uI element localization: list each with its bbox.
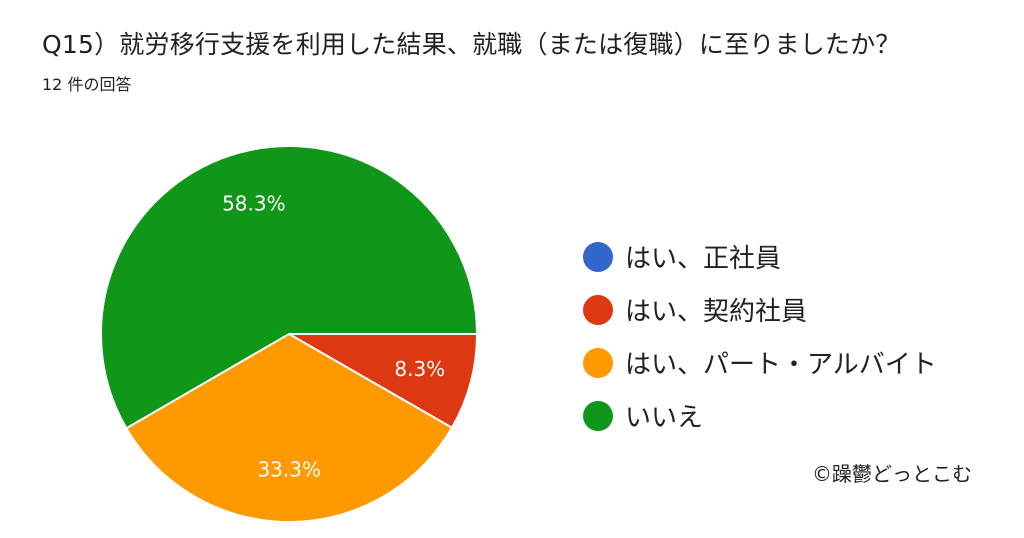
- pie-slice[interactable]: [124, 332, 454, 523]
- legend-label: はい、契約社員: [625, 297, 808, 327]
- legend-label: いいえ: [625, 403, 704, 433]
- chart-title: Q15）就労移行支援を利用した結果、就職（または復職）に至りましたか？: [42, 30, 901, 59]
- legend-swatch: [583, 347, 613, 378]
- legend-label: はい、正社員: [625, 244, 782, 274]
- pie-slice[interactable]: [285, 333, 479, 430]
- legend-item[interactable]: はい、契約社員: [583, 283, 937, 336]
- pie-slice-label: 8.3%: [394, 357, 445, 381]
- chart-legend: はい、正社員 はい、契約社員 はい、パート・アルバイト いいえ: [583, 230, 937, 442]
- response-count: 12 件の回答: [42, 75, 132, 94]
- pie-slice-label: 58.3%: [222, 191, 286, 215]
- pie-slice[interactable]: [100, 145, 479, 430]
- legend-item[interactable]: はい、正社員: [583, 230, 937, 283]
- legend-item[interactable]: はい、パート・アルバイト: [583, 336, 937, 389]
- legend-swatch: [583, 294, 613, 325]
- legend-item[interactable]: いいえ: [583, 389, 937, 442]
- legend-swatch: [583, 241, 613, 272]
- pie-slice-label: 33.3%: [257, 457, 321, 481]
- legend-label: はい、パート・アルバイト: [625, 350, 937, 380]
- copyright-watermark: ©躁鬱どっとこむ: [812, 462, 972, 486]
- legend-swatch: [583, 400, 613, 431]
